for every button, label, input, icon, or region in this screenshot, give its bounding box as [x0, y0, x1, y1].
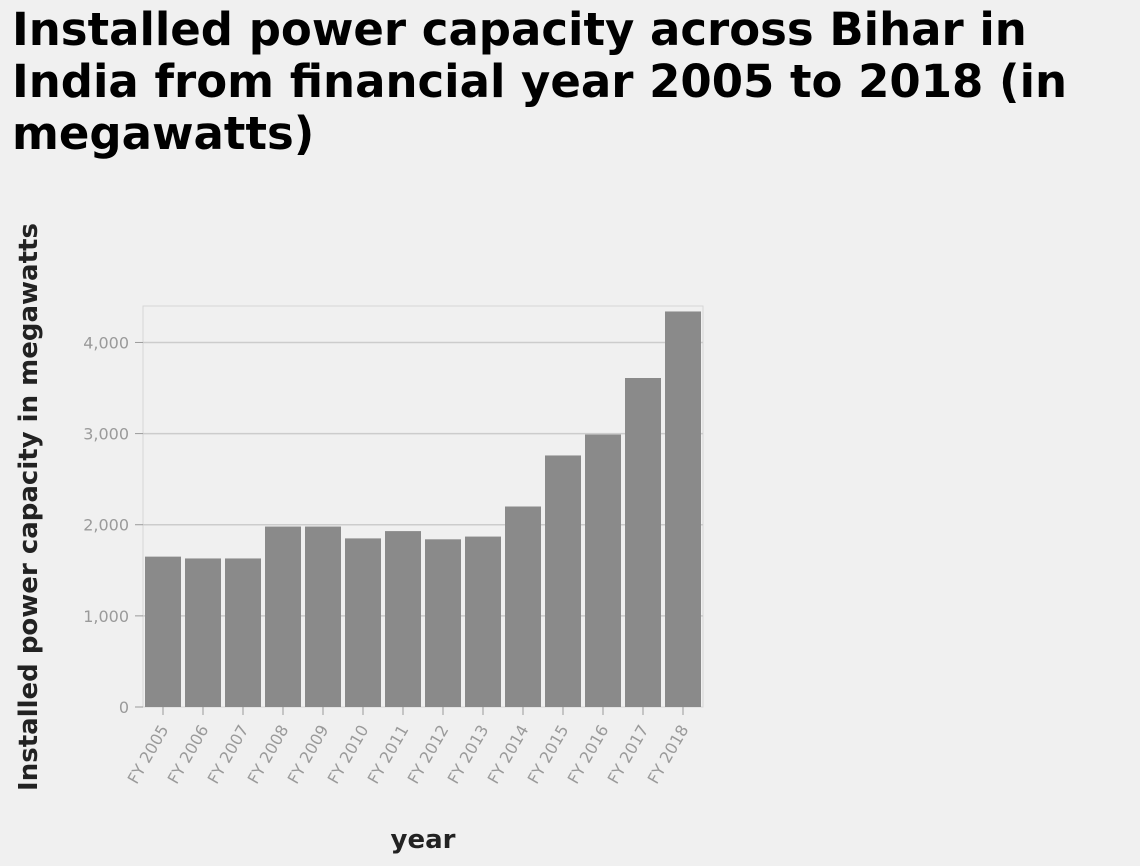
- bar: [225, 558, 261, 707]
- y-tick-label: 2,000: [83, 516, 129, 535]
- bar: [145, 556, 181, 707]
- x-axis-title: year: [391, 825, 456, 855]
- bar: [585, 434, 621, 707]
- chart-title: Installed power capacity across Bihar in…: [12, 3, 1068, 160]
- bar: [425, 539, 461, 707]
- bar: [465, 536, 501, 707]
- bar: [385, 531, 421, 707]
- bars: [145, 311, 701, 707]
- bar: [185, 558, 221, 707]
- y-tick-label: 4,000: [83, 333, 129, 352]
- y-tick-label: 1,000: [83, 607, 129, 626]
- y-tick-label: 3,000: [83, 425, 129, 444]
- y-tick-label: 0: [119, 698, 129, 717]
- bar: [305, 526, 341, 707]
- bar: [665, 311, 701, 707]
- bar: [625, 377, 661, 707]
- bar: [505, 506, 541, 707]
- y-axis-title: Installed power capacity in megawatts: [14, 223, 44, 791]
- bar: [345, 538, 381, 707]
- bar: [545, 455, 581, 707]
- bar: [265, 526, 301, 707]
